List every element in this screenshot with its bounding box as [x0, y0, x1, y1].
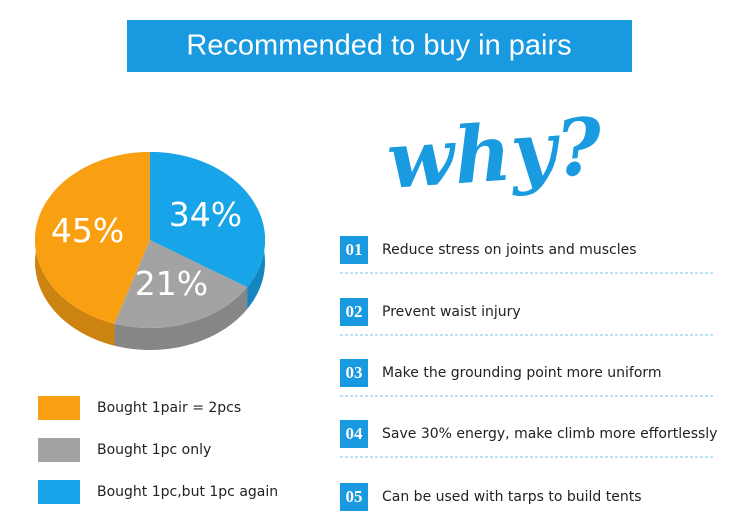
slice-label: 45% [51, 211, 124, 250]
pie-side [114, 287, 248, 350]
number-badge [340, 298, 368, 326]
item-number: 03 [346, 363, 363, 382]
pie-chart: 45% 21% 34% [35, 152, 265, 350]
number-badge [340, 236, 368, 264]
number-badge [340, 483, 368, 511]
item-text: Can be used with tarps to build tents [382, 489, 642, 505]
item-text: Make the grounding point more uniform [382, 365, 662, 381]
reason-list: 01 Reduce stress on joints and muscles 02 P… [340, 236, 717, 511]
pie-slice [114, 240, 248, 328]
legend-label: Bought 1pc,but 1pc again [97, 484, 278, 500]
title-box [127, 20, 632, 72]
legend-swatch [38, 396, 80, 420]
item-number: 04 [346, 424, 364, 443]
pie-slice [35, 152, 150, 324]
item-number: 05 [346, 487, 363, 506]
slice-label: 21% [135, 264, 208, 303]
item-text: Prevent waist injury [382, 304, 521, 320]
legend-label: Bought 1pair = 2pcs [97, 400, 241, 416]
legend-swatch [38, 438, 80, 462]
item-text: Reduce stress on joints and muscles [382, 242, 637, 258]
pie-slice [150, 152, 265, 288]
why-heading: why? [384, 101, 606, 207]
legend-label: Bought 1pc only [97, 442, 211, 458]
legend-swatch [38, 480, 80, 504]
number-badge [340, 359, 368, 387]
item-text: Save 30% energy, make climb more effortl… [382, 426, 717, 442]
item-number: 01 [346, 240, 363, 259]
legend: Bought 1pair = 2pcs Bought 1pc only Bought… [38, 396, 278, 504]
slice-label: 34% [169, 195, 242, 234]
chart-title: Recommended to buy in pairs [186, 30, 571, 62]
item-number: 02 [346, 302, 363, 321]
number-badge [340, 420, 368, 448]
